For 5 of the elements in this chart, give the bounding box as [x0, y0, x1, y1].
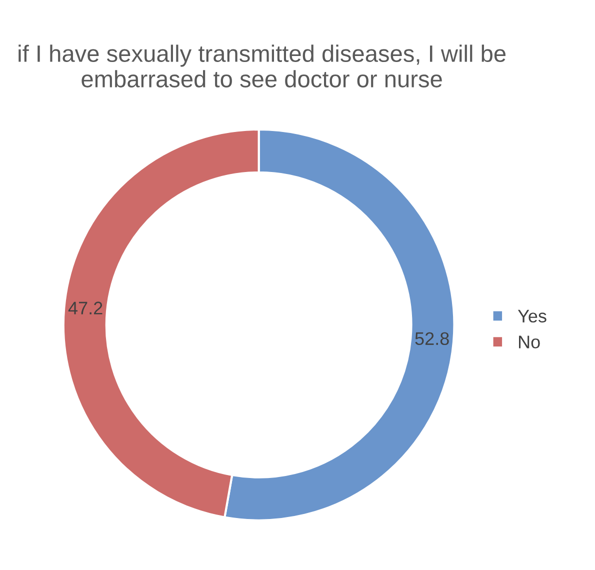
legend-label: No: [519, 336, 540, 348]
data-label: 47.2: [68, 302, 102, 314]
data-label: 52.8: [415, 332, 449, 346]
legend-label: Yes: [518, 310, 546, 323]
chart-title: if I have sexually transmitted diseases, I will be embarrased to see doctor or nurse: [18, 44, 506, 88]
